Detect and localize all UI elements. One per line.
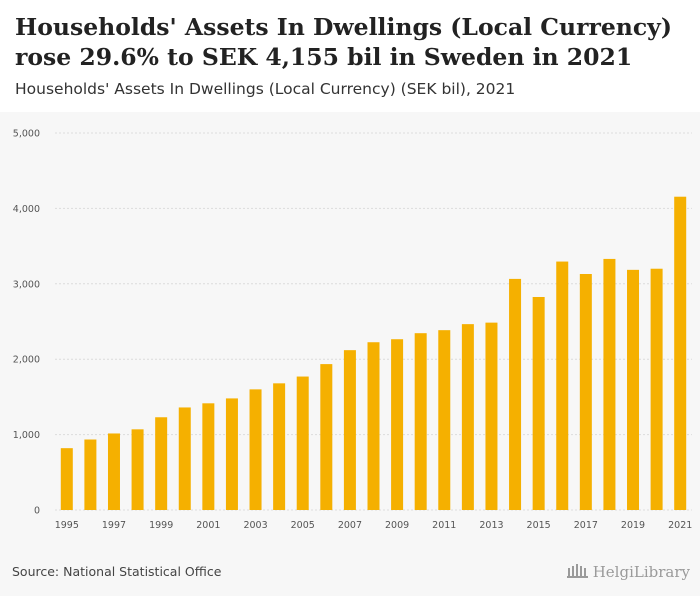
source-note: Source: National Statistical Office bbox=[12, 564, 222, 579]
chart-title-line-2: rose 29.6% to SEK 4,155 bil in Sweden in… bbox=[15, 43, 633, 71]
y-tick-label: 3,000 bbox=[13, 279, 40, 290]
bar-chart: 0 1,000 2,000 3,000 4,000 5,000 1995 1997 1999 2… bbox=[13, 129, 693, 532]
x-tick-label: 1997 bbox=[102, 520, 126, 531]
bar-2005 bbox=[296, 376, 309, 510]
bar-2010 bbox=[414, 333, 427, 510]
logo-text: HelgiLibrary bbox=[592, 563, 690, 581]
chart-subtitle: Households' Assets In Dwellings (Local C… bbox=[15, 80, 516, 98]
y-tick-label: 1,000 bbox=[13, 430, 40, 441]
x-tick-label: 2005 bbox=[291, 520, 315, 531]
x-tick-label: 2017 bbox=[574, 520, 598, 531]
bar-1996 bbox=[84, 439, 97, 510]
chart-title: Households' Assets In Dwellings (Local C… bbox=[15, 12, 695, 72]
bar-2019 bbox=[627, 269, 640, 510]
bar-2000 bbox=[178, 407, 191, 510]
bar-1997 bbox=[107, 433, 120, 510]
bar-2002 bbox=[225, 398, 238, 510]
bar-2006 bbox=[320, 364, 333, 510]
y-tick-label: 2,000 bbox=[13, 355, 40, 366]
x-tick-label: 1999 bbox=[149, 520, 173, 531]
y-tick-label: 4,000 bbox=[13, 204, 40, 215]
chart-header: Households' Assets In Dwellings (Local C… bbox=[0, 0, 700, 112]
x-tick-label: 2009 bbox=[385, 520, 409, 531]
chart-footer: Source: National Statistical Office Helg… bbox=[0, 560, 700, 596]
bar-2004 bbox=[273, 383, 286, 510]
x-tick-label: 2021 bbox=[668, 520, 692, 531]
bar-2007 bbox=[343, 350, 356, 510]
chart-title-line-1: Households' Assets In Dwellings (Local C… bbox=[15, 13, 672, 41]
x-tick-label: 2013 bbox=[479, 520, 503, 531]
x-tick-label: 1995 bbox=[55, 520, 79, 531]
bar-2013 bbox=[485, 322, 498, 510]
helgi-library-logo: HelgiLibrary bbox=[566, 562, 690, 582]
bar-2020 bbox=[650, 268, 663, 510]
bar-2017 bbox=[579, 273, 592, 510]
bar-1998 bbox=[131, 429, 144, 510]
library-building-icon bbox=[566, 562, 589, 582]
y-axis: 0 1,000 2,000 3,000 4,000 5,000 bbox=[13, 129, 40, 517]
bar-2003 bbox=[249, 389, 262, 510]
bar-1995 bbox=[60, 448, 73, 510]
bar-2018 bbox=[603, 258, 616, 510]
bar-2014 bbox=[509, 278, 522, 510]
bars bbox=[60, 196, 687, 510]
bar-2011 bbox=[438, 330, 451, 510]
y-tick-label: 5,000 bbox=[13, 129, 40, 140]
bar-2008 bbox=[367, 342, 380, 510]
bar-2012 bbox=[461, 324, 474, 510]
y-tick-label: 0 bbox=[34, 506, 40, 517]
x-tick-label: 2001 bbox=[196, 520, 220, 531]
x-tick-label: 2007 bbox=[338, 520, 362, 531]
x-tick-label: 2019 bbox=[621, 520, 645, 531]
bar-1999 bbox=[155, 417, 168, 510]
x-tick-label: 2011 bbox=[432, 520, 456, 531]
bar-2015 bbox=[532, 296, 545, 510]
x-tick-label: 2015 bbox=[527, 520, 551, 531]
bar-2009 bbox=[391, 339, 404, 510]
bar-2016 bbox=[556, 261, 569, 510]
x-tick-label: 2003 bbox=[243, 520, 267, 531]
bar-2001 bbox=[202, 403, 215, 510]
bar-2021 bbox=[674, 196, 687, 510]
x-axis: 1995 1997 1999 2001 2003 2005 2007 2009 2011 2013… bbox=[55, 520, 693, 531]
